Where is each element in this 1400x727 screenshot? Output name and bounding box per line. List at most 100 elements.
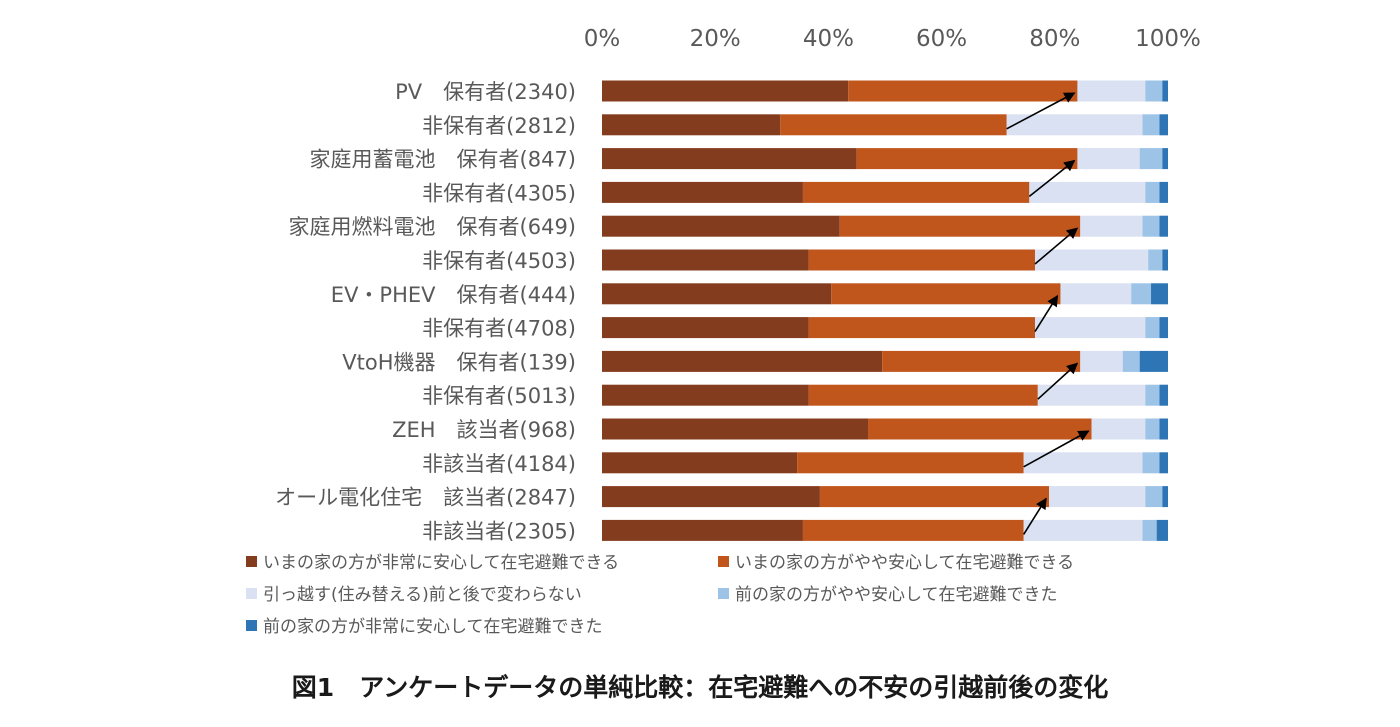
category-label: PV 保有者(2340) <box>395 80 576 104</box>
bar-segment <box>1145 486 1163 508</box>
bar-segment <box>1034 249 1149 271</box>
bar-segment <box>1142 215 1160 237</box>
x-axis: 0% 20% 40% 60% 80% 100% <box>584 26 1201 52</box>
category-label: ZEH 該当者(968) <box>392 418 576 442</box>
x-tick-label: 40% <box>803 26 854 52</box>
bar-segment <box>819 486 1050 508</box>
bar-segment <box>1145 384 1160 406</box>
bar-segment <box>802 519 1024 541</box>
x-tick-label: 0% <box>584 26 621 52</box>
legend-swatch <box>246 587 257 599</box>
bar-segment <box>602 418 869 440</box>
bar-segment <box>1131 283 1152 305</box>
legend-swatch <box>718 555 729 567</box>
category-label: 非該当者(4184) <box>422 452 576 476</box>
bar-segment <box>1159 181 1168 203</box>
bar-segment <box>808 317 1035 339</box>
bar-segment <box>1151 283 1168 305</box>
x-tick-label: 80% <box>1029 26 1080 52</box>
bar-segment <box>1091 418 1146 440</box>
legend-swatch <box>246 619 257 631</box>
bar-segment <box>1156 519 1168 541</box>
category-label: 非該当者(2305) <box>422 519 576 543</box>
category-axis: PV 保有者(2340) 非保有者(2812) 家庭用蓄電池 保有者(847) 非保有… <box>275 80 576 543</box>
bar-segment <box>1060 283 1132 305</box>
bar-segment <box>1122 350 1140 372</box>
bar-segment <box>602 283 832 305</box>
legend-item: 前の家の方が非常に安心して在宅避難できた <box>246 612 603 637</box>
bar-segment <box>1006 114 1143 136</box>
legend-item: いまの家の方が非常に安心して在宅避難できる <box>246 548 619 573</box>
bar-segment <box>831 283 1061 305</box>
bar-segment <box>839 215 1081 237</box>
bar-segment <box>1139 350 1168 372</box>
bar-segment <box>602 148 857 170</box>
comparison-arrow <box>1022 497 1047 535</box>
category-label: EV・PHEV 保有者(444) <box>331 283 576 307</box>
bar-segment <box>1023 519 1143 541</box>
category-label: 非保有者(5013) <box>422 384 576 408</box>
category-label: 家庭用燃料電池 保有者(649) <box>289 215 576 239</box>
bar-segment <box>1145 181 1160 203</box>
bar-segment <box>848 80 1078 102</box>
bar-segment <box>1145 317 1160 339</box>
bar-segment <box>1145 80 1163 102</box>
legend-item: いまの家の方がやや安心して在宅避難できる <box>718 548 1074 573</box>
figure-caption: 図1 アンケートデータの単純比較：在宅避難への不安の引越前後の変化 <box>291 673 1109 702</box>
bar-segment <box>1159 452 1168 474</box>
bar-segment <box>602 215 840 237</box>
legend-item: 前の家の方がやや安心して在宅避難できた <box>718 580 1058 605</box>
bars <box>602 80 1168 541</box>
bar-segment <box>1034 317 1146 339</box>
legend-swatch <box>718 587 729 599</box>
bar-segment <box>1142 452 1160 474</box>
comparison-arrow <box>1034 227 1079 265</box>
bar-segment <box>602 80 849 102</box>
bar-segment <box>802 181 1030 203</box>
category-label: 非保有者(4503) <box>422 249 576 273</box>
bar-segment <box>1162 80 1168 102</box>
bar-segment <box>1049 486 1146 508</box>
category-label: 非保有者(2812) <box>422 114 576 138</box>
bar-segment <box>1077 80 1146 102</box>
bar-segment <box>1162 486 1168 508</box>
bar-segment <box>1029 181 1146 203</box>
bar-segment <box>1037 384 1146 406</box>
bar-segment <box>602 114 781 136</box>
bar-segment <box>602 181 803 203</box>
bar-segment <box>1080 215 1143 237</box>
category-label: 非保有者(4708) <box>422 317 576 341</box>
bar-segment <box>1142 519 1157 541</box>
comparison-arrow <box>1006 92 1076 130</box>
bar-segment <box>808 249 1035 271</box>
bar-segment <box>868 418 1092 440</box>
bar-segment <box>808 384 1038 406</box>
chart-panel: 0% 20% 40% 60% 80% 100% PV 保有者(2340) 非保有者(2812… <box>246 26 1201 637</box>
bar-segment <box>1080 350 1123 372</box>
bar-segment <box>1023 452 1143 474</box>
legend-label: いまの家の方がやや安心して在宅避難できる <box>735 553 1075 573</box>
bar-segment <box>602 384 809 406</box>
category-label: 非保有者(4305) <box>422 181 576 205</box>
bar-segment <box>602 486 820 508</box>
bar-segment <box>602 452 798 474</box>
bar-segment <box>797 452 1024 474</box>
x-tick-label: 100% <box>1135 26 1201 52</box>
legend-item: 引っ越す(住み替える)前と後で変わらない <box>246 580 582 605</box>
legend-swatch <box>246 555 257 567</box>
bar-segment <box>1142 114 1160 136</box>
category-label: VtoH機器 保有者(139) <box>342 350 576 374</box>
category-label: オール電化住宅 該当者(2847) <box>275 486 576 510</box>
bar-segment <box>1077 148 1140 170</box>
legend-label: いまの家の方が非常に安心して在宅避難できる <box>263 553 620 573</box>
comparison-arrow <box>1023 430 1090 468</box>
stacked-bar-chart: 0% 20% 40% 60% 80% 100% PV 保有者(2340) 非保有者(2812… <box>275 26 1201 543</box>
bar-segment <box>1159 317 1168 339</box>
bar-segment <box>1162 148 1168 170</box>
legend-label: 前の家の方が非常に安心して在宅避難できた <box>263 617 603 637</box>
bar-segment <box>1139 148 1163 170</box>
bar-segment <box>602 317 809 339</box>
bar-segment <box>856 148 1078 170</box>
x-tick-label: 20% <box>690 26 741 52</box>
bar-segment <box>1159 418 1168 440</box>
